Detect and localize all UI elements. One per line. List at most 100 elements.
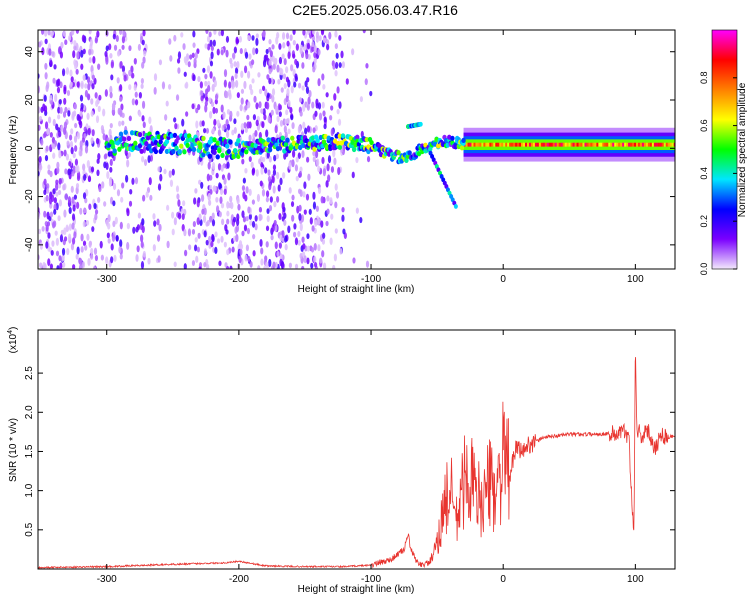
noise-speck [284, 235, 288, 243]
noise-speck [209, 174, 213, 181]
noise-speck [74, 61, 78, 70]
noise-speck [312, 30, 316, 35]
noise-speck [140, 234, 144, 243]
noise-speck [278, 242, 282, 249]
noise-speck [260, 258, 264, 266]
noise-speck [292, 53, 296, 59]
noise-speck [192, 30, 196, 38]
noise-speck [272, 169, 277, 176]
noise-speck [59, 106, 63, 115]
noise-speck [161, 81, 166, 90]
noise-speck [83, 174, 87, 181]
noise-speck [130, 65, 134, 74]
tone-core [491, 142, 494, 147]
noise-speck [248, 83, 253, 91]
noise-speck [293, 223, 297, 230]
noise-speck [242, 216, 247, 223]
noise-speck [110, 256, 114, 264]
noise-speck [305, 86, 310, 95]
noise-speck [241, 158, 245, 165]
tone-core [513, 142, 516, 147]
tone-core [651, 142, 655, 147]
noise-speck [203, 207, 207, 216]
noise-speck [231, 52, 236, 59]
colorbar: 0.0 0.2 0.4 0.6 0.8 Normalized spectral ampl… [699, 29, 748, 275]
noise-speck [290, 114, 294, 121]
noise-speck [255, 33, 259, 39]
noise-speck [251, 220, 256, 228]
noise-speck [118, 120, 122, 127]
y-tick-label: 1.5 [24, 444, 35, 458]
noise-speck [157, 255, 161, 263]
noise-speck [47, 245, 51, 252]
noise-speck [312, 201, 317, 210]
signal-blob [290, 135, 295, 141]
noise-speck [180, 208, 184, 215]
noise-speck [239, 104, 243, 112]
noise-speck [236, 61, 240, 69]
tone-core [639, 142, 643, 147]
noise-speck [38, 115, 43, 122]
noise-speck [310, 46, 315, 53]
noise-speck [360, 130, 364, 138]
noise-speck [273, 58, 277, 66]
noise-speck [102, 133, 106, 141]
noise-speck [183, 56, 187, 64]
noise-speck [213, 79, 217, 88]
noise-speck [44, 121, 49, 130]
signal-blob [131, 145, 136, 151]
tone-core [540, 142, 544, 147]
noise-speck [321, 101, 325, 109]
tone-core [671, 142, 675, 147]
noise-speck [73, 40, 77, 47]
noise-speck [294, 237, 299, 246]
noise-speck [267, 175, 272, 183]
noise-speck [278, 111, 282, 118]
signal-blob [220, 152, 225, 158]
signal-blob [147, 143, 152, 149]
noise-speck [240, 70, 244, 79]
tone-core [604, 142, 607, 147]
noise-speck [312, 150, 316, 157]
noise-speck [239, 248, 243, 256]
y-tick-label: -20 [24, 189, 35, 204]
noise-speck [257, 265, 261, 269]
noise-speck [192, 221, 196, 228]
signal-blob [450, 135, 455, 141]
noise-speck [47, 164, 51, 170]
noise-speck [254, 129, 258, 137]
noise-speck [85, 220, 90, 226]
noise-speck [104, 89, 108, 97]
noise-speck [288, 262, 292, 269]
noise-speck [341, 214, 345, 222]
noise-speck [53, 197, 57, 204]
noise-speck [274, 224, 278, 233]
noise-speck [306, 103, 310, 111]
colorbar-ticks: 0.0 0.2 0.4 0.6 0.8 [699, 72, 737, 275]
noise-speck [185, 111, 189, 117]
noise-speck [249, 220, 253, 226]
noise-speck [64, 106, 68, 114]
y-tick-label: 2.5 [24, 366, 35, 380]
noise-speck [225, 229, 229, 235]
noise-speck [260, 108, 264, 114]
noise-speck [38, 106, 41, 114]
noise-speck [272, 63, 276, 70]
noise-speck [265, 129, 269, 138]
noise-speck [248, 188, 252, 196]
y-tick-label: 1.0 [24, 483, 35, 497]
noise-speck [215, 196, 219, 203]
noise-speck [304, 127, 308, 135]
tone-core [473, 142, 476, 147]
noise-speck [131, 98, 135, 106]
noise-speck [56, 86, 61, 94]
noise-speck [84, 83, 88, 89]
noise-speck [55, 79, 60, 87]
noise-speck [131, 177, 135, 185]
noise-speck [301, 251, 306, 258]
x-tick-label: 100 [627, 274, 644, 285]
y-tick-label: 20 [24, 94, 35, 106]
noise-speck [209, 60, 214, 67]
noise-speck [271, 224, 275, 233]
noise-speck [306, 245, 310, 252]
